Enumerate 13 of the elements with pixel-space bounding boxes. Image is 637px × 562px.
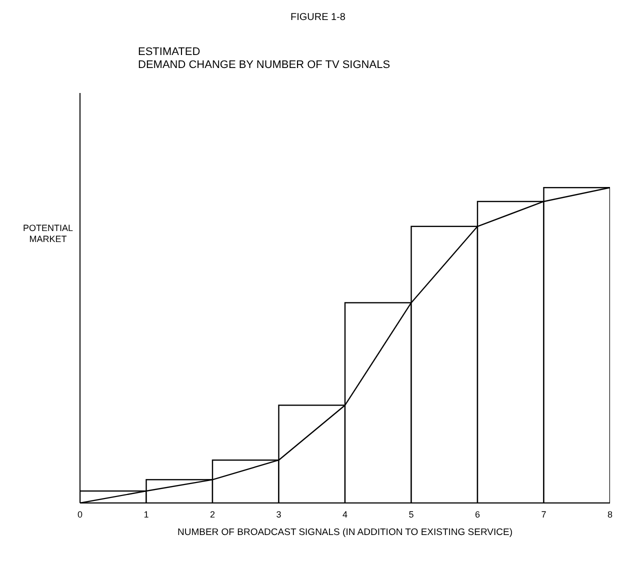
x-tick-label: 5 (408, 509, 414, 520)
y-axis-title: POTENTIAL MARKET (22, 223, 74, 245)
x-tick-label: 7 (541, 509, 546, 520)
x-tick-label: 8 (607, 509, 613, 520)
x-axis-title: NUMBER OF BROADCAST SIGNALS (IN ADDITION TO EXISTING SERVICE) (177, 527, 513, 538)
x-tick-label: 4 (342, 509, 348, 520)
chart-title: FIGURE 1-8 (289, 12, 346, 23)
x-tick-label: 2 (210, 509, 216, 520)
x-tick-label: 6 (474, 509, 480, 520)
x-tick-label: 1 (144, 509, 149, 520)
chart-subtitle: ESTIMATED DEMAND CHANGE BY NUMBER OF TV SIGNALS (138, 46, 390, 72)
x-tick-label: 3 (276, 509, 282, 520)
x-tick-label: 0 (77, 509, 83, 520)
